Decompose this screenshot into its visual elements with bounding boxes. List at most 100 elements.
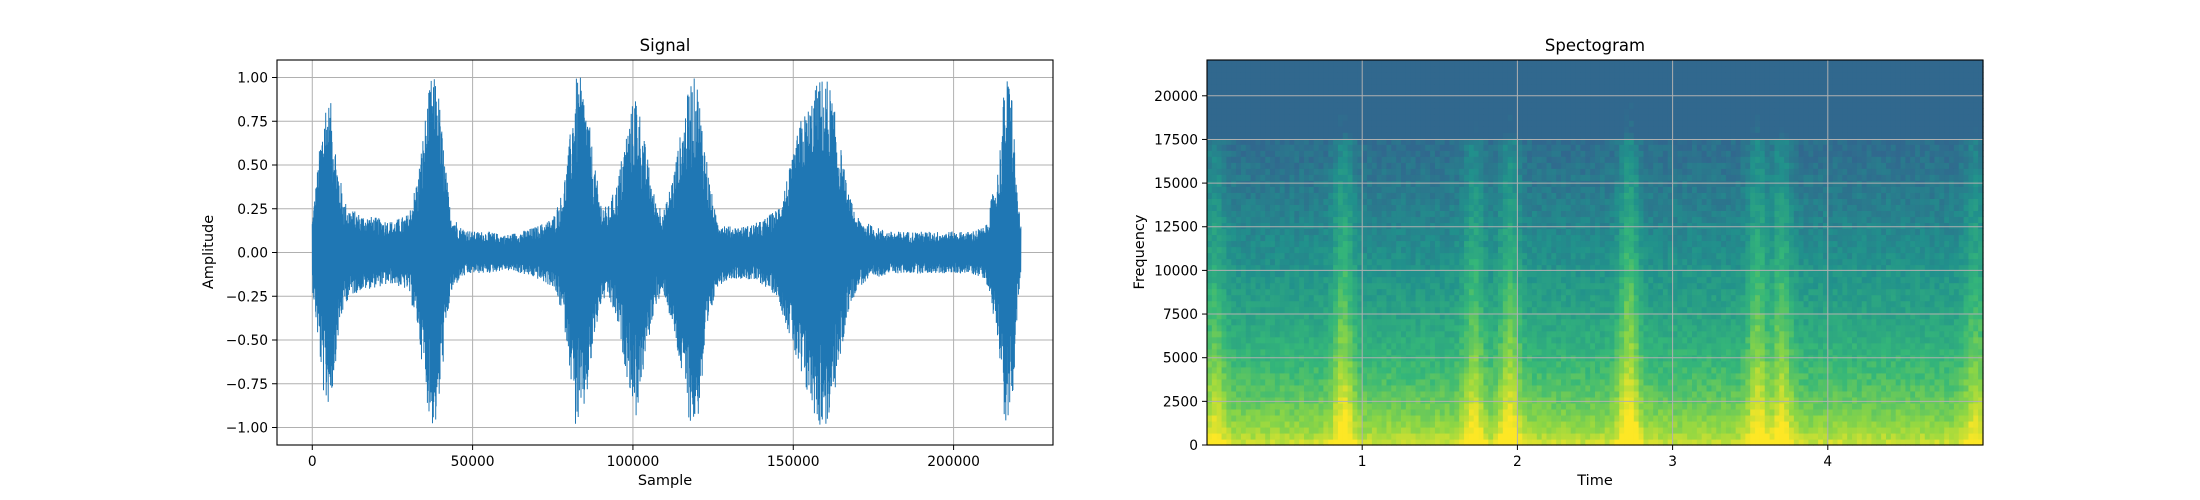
spectrogram-cell bbox=[1551, 264, 1557, 272]
spectrogram-cell bbox=[1265, 126, 1271, 133]
spectrogram-cell bbox=[1270, 150, 1276, 157]
spectrogram-cell bbox=[1434, 72, 1441, 79]
spectrogram-cell bbox=[1425, 150, 1431, 157]
spectrogram-cell bbox=[1313, 168, 1320, 175]
spectrogram-cell bbox=[1274, 84, 1281, 91]
spectrogram-cell bbox=[1221, 66, 1227, 73]
spectrogram-cell bbox=[1367, 66, 1373, 73]
spectrogram-cell bbox=[1270, 336, 1276, 344]
spectrogram-cell bbox=[1478, 126, 1485, 133]
spectrogram-cell bbox=[1274, 204, 1281, 211]
spectrogram-cell bbox=[1561, 138, 1567, 145]
spectrogram-cell bbox=[1386, 84, 1392, 91]
spectrogram-cell bbox=[1333, 138, 1339, 145]
spectrogram-cell bbox=[1507, 102, 1514, 109]
spectrogram-cell bbox=[1575, 384, 1582, 392]
spectrogram-cell bbox=[1401, 186, 1407, 193]
spectrogram-cell bbox=[1502, 276, 1509, 284]
spectrogram-cell bbox=[1245, 168, 1252, 175]
spectrogram-cell bbox=[1279, 228, 1286, 236]
spectrogram-cell bbox=[1527, 114, 1533, 121]
spectrogram-cell bbox=[1289, 114, 1295, 121]
signal-x-label: Sample bbox=[638, 473, 692, 489]
spectrogram-cell bbox=[1352, 222, 1358, 230]
spectrogram-cell bbox=[1381, 180, 1388, 187]
spectrogram-cell bbox=[1381, 240, 1388, 248]
spectrogram-cell bbox=[1483, 288, 1489, 296]
spectrogram-cell bbox=[1493, 348, 1499, 356]
spectrogram-cell bbox=[1468, 396, 1475, 404]
spectrogram-cell bbox=[1454, 186, 1460, 193]
spectrogram-cell bbox=[1381, 336, 1388, 344]
spectrogram-cell bbox=[1313, 378, 1320, 386]
spectrogram-cell bbox=[1323, 258, 1329, 266]
spectrogram-cell bbox=[1207, 246, 1213, 254]
spectrogram-cell bbox=[1570, 402, 1577, 410]
spectrogram-cell bbox=[1565, 306, 1572, 314]
spectrogram-cell bbox=[1556, 306, 1562, 314]
spectrogram-cell bbox=[1459, 348, 1465, 356]
spectrogram-cell bbox=[1236, 234, 1242, 242]
spectrogram-cell bbox=[1386, 390, 1392, 398]
spectrogram-cell bbox=[1434, 438, 1441, 446]
spectrogram-cell bbox=[1434, 222, 1441, 230]
spectrogram-cell bbox=[1483, 120, 1489, 127]
spectrogram-cell bbox=[1352, 198, 1358, 205]
spectrogram-cell bbox=[1556, 420, 1562, 428]
spectrogram-cell bbox=[1255, 438, 1261, 446]
spectrogram-cell bbox=[1488, 108, 1494, 115]
spectrogram-cell bbox=[1284, 414, 1291, 422]
spectrogram-cell bbox=[1415, 378, 1421, 386]
spectrogram-cell bbox=[1313, 306, 1320, 314]
spectrogram-cell bbox=[1531, 234, 1538, 242]
spectrogram-cell bbox=[1531, 84, 1538, 91]
spectrogram-cell bbox=[1488, 204, 1494, 211]
spectrogram-cell bbox=[1498, 168, 1504, 175]
spectrogram-cell bbox=[1240, 252, 1247, 260]
spectrogram-cell bbox=[1507, 66, 1514, 73]
spectrogram-cell bbox=[1313, 180, 1320, 187]
spectrogram-cell bbox=[1371, 72, 1378, 79]
spectrogram-cell bbox=[1231, 126, 1237, 133]
spectrogram-cell bbox=[1226, 120, 1232, 127]
spectrogram-cell bbox=[1260, 432, 1266, 440]
spectrogram-cell bbox=[1308, 342, 1315, 350]
spectrogram-cell bbox=[1541, 162, 1548, 169]
spectrogram-cell bbox=[1391, 72, 1397, 79]
spectrogram-cell bbox=[1391, 276, 1397, 284]
spectrogram-cell bbox=[1367, 300, 1373, 308]
spectrogram-cell bbox=[1367, 96, 1373, 103]
spectrogram-cell bbox=[1561, 324, 1567, 332]
spectrogram-cell bbox=[1211, 192, 1218, 199]
spectrogram-cell bbox=[1207, 414, 1213, 422]
spectrogram-cell bbox=[1425, 90, 1431, 97]
spectrogram-cell bbox=[1575, 432, 1582, 440]
spectrogram-cell bbox=[1507, 294, 1514, 302]
spectrogram-cell bbox=[1522, 174, 1528, 181]
spectrogram-cell bbox=[1279, 390, 1286, 398]
spectrogram-cell bbox=[1371, 306, 1378, 314]
spectrogram-cell bbox=[1522, 360, 1528, 368]
spectrogram-cell bbox=[1473, 204, 1480, 211]
spectrogram-cell bbox=[1342, 96, 1349, 103]
spectrogram-cell bbox=[1245, 240, 1252, 248]
spectrogram-cell bbox=[1352, 156, 1358, 163]
spectrogram-cell bbox=[1425, 288, 1431, 296]
spectrogram-cell bbox=[1299, 192, 1305, 199]
spectrogram-cell bbox=[1221, 378, 1227, 386]
spectrogram-cell bbox=[1294, 420, 1300, 428]
spectrogram-cell bbox=[1367, 426, 1373, 434]
spectrogram-cell bbox=[1575, 138, 1582, 145]
spectrogram-cell bbox=[1313, 246, 1320, 254]
spectrogram-cell bbox=[1468, 426, 1475, 434]
spectrogram-cell bbox=[1473, 222, 1480, 230]
spectrogram-cell bbox=[1439, 312, 1446, 320]
spectrogram-cell bbox=[1415, 228, 1421, 236]
spectrogram-cell bbox=[1444, 132, 1451, 139]
spectrogram-cell bbox=[1405, 276, 1412, 284]
spectrogram-cell bbox=[1371, 294, 1378, 302]
spectrogram-cell bbox=[1420, 162, 1426, 169]
spectrogram-cell bbox=[1517, 306, 1523, 314]
spectrogram-cell bbox=[1381, 216, 1388, 224]
spectrogram-cell bbox=[1430, 60, 1436, 67]
